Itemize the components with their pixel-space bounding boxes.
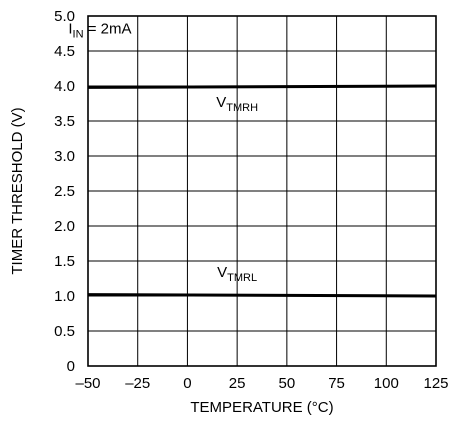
series-layer xyxy=(87,84,437,298)
x-tick-label: 100 xyxy=(374,375,399,392)
y-tick-label: 2.0 xyxy=(54,218,75,235)
y-tick-label: 0 xyxy=(67,358,75,375)
x-tick-label: 25 xyxy=(229,375,246,392)
plot-frame xyxy=(87,15,437,367)
y-tick-label: 4.5 xyxy=(54,43,75,60)
y-tick-label: 0.5 xyxy=(54,323,75,340)
series-line-vtmrh xyxy=(87,84,437,89)
annotation-label: VTMRH xyxy=(216,94,258,114)
x-tick-label: –25 xyxy=(125,375,150,392)
annotation-label: IIN = 2mA xyxy=(68,21,131,41)
y-tick-label: 4.0 xyxy=(54,78,75,95)
annotation-label: VTMRL xyxy=(217,264,257,284)
annotation-suffix: = 2mA xyxy=(84,21,132,38)
x-tick-label: 125 xyxy=(423,375,448,392)
y-tick-label: 1.5 xyxy=(54,253,75,270)
annotation-main: V xyxy=(216,94,226,111)
annotation-subscript: IN xyxy=(73,29,84,41)
y-tick-labels: 0 0.5 1.0 1.5 2.0 2.5 3.0 3.5 4.0 4.5 5.0 xyxy=(54,8,75,375)
x-tick-label: 75 xyxy=(328,375,345,392)
annotation-subscript: TMRL xyxy=(227,272,257,284)
annotation-main: I xyxy=(68,21,72,38)
y-axis-title: TIMER THRESHOLD (V) xyxy=(9,107,26,274)
y-tick-label: 5.0 xyxy=(54,8,75,25)
y-tick-label: 3.5 xyxy=(54,113,75,130)
x-tick-label: –50 xyxy=(75,375,100,392)
series-line-vtmrl xyxy=(87,293,437,298)
annotation-main: V xyxy=(217,264,227,281)
grid xyxy=(88,16,436,366)
annotation-subscript: TMRH xyxy=(226,102,258,114)
x-axis-title: TEMPERATURE (°C) xyxy=(190,399,333,416)
y-tick-label: 3.0 xyxy=(54,148,75,165)
x-tick-label: 50 xyxy=(279,375,296,392)
x-tick-labels: –50 –25 0 25 50 75 100 125 xyxy=(75,375,448,392)
y-tick-label: 1.0 xyxy=(54,288,75,305)
x-tick-label: 0 xyxy=(183,375,191,392)
y-tick-label: 2.5 xyxy=(54,183,75,200)
